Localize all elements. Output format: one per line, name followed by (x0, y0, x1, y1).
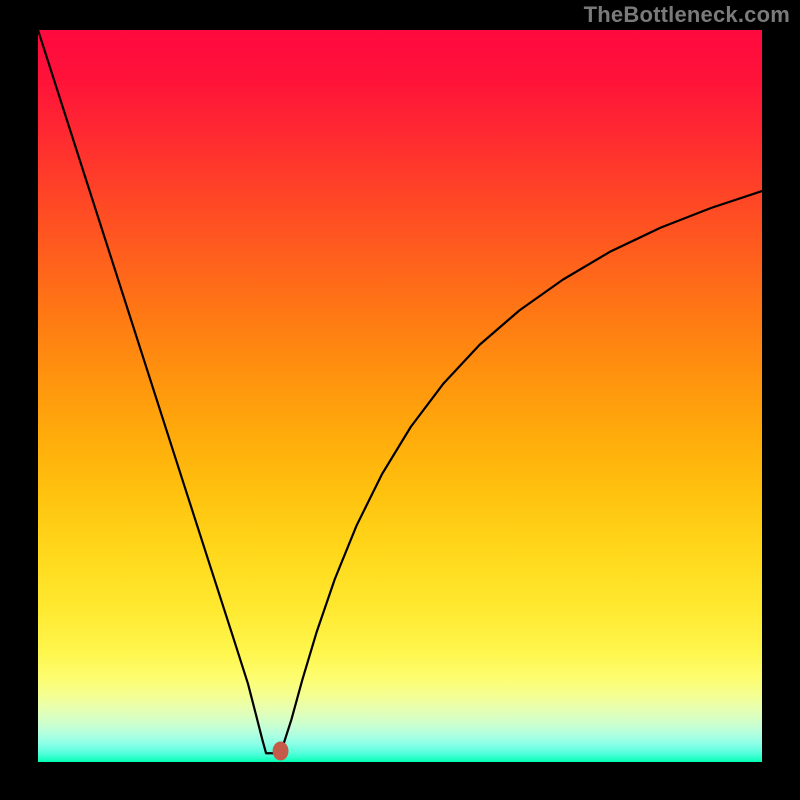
plot-area (38, 30, 762, 762)
gradient-background (38, 30, 762, 762)
chart-frame: TheBottleneck.com (0, 0, 800, 800)
watermark-label: TheBottleneck.com (584, 2, 790, 28)
bottleneck-curve-chart (38, 30, 762, 762)
minimum-marker (273, 742, 289, 761)
